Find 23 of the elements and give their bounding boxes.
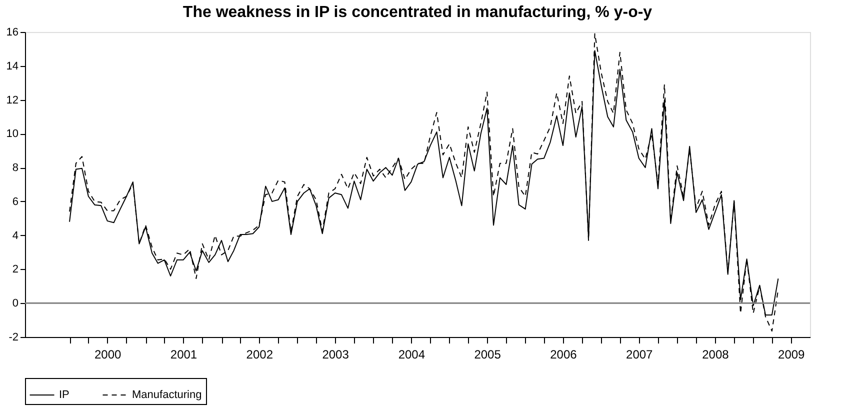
x-tick-label: 2003 — [322, 348, 350, 362]
x-tick-label: 2000 — [94, 348, 122, 362]
y-tick-label: 0 — [12, 298, 18, 310]
legend-label: IP — [59, 389, 70, 401]
x-tick-label: 2006 — [550, 348, 578, 362]
y-tick-label: 6 — [12, 196, 18, 208]
y-tick-label: -2 — [8, 332, 18, 344]
y-tick-label: 14 — [6, 60, 18, 72]
y-tick-label: 4 — [12, 230, 18, 242]
x-tick-label: 2008 — [702, 348, 730, 362]
y-tick-label: 8 — [12, 162, 18, 174]
chart-title: The weakness in IP is concentrated in manufacturing, % y-o-y — [182, 4, 652, 21]
y-tick-label: 2 — [12, 264, 18, 276]
x-tick-label: 2001 — [170, 348, 198, 362]
x-tick-label: 2004 — [398, 348, 426, 362]
legend-label: Manufacturing — [132, 389, 202, 401]
x-tick-label: 2005 — [474, 348, 502, 362]
y-tick-label: 10 — [6, 128, 18, 140]
x-tick-label: 2007 — [626, 348, 654, 362]
y-tick-label: 12 — [6, 94, 18, 106]
y-tick-label: 16 — [6, 26, 18, 38]
x-tick-label: 2009 — [778, 348, 806, 362]
x-tick-label: 2002 — [246, 348, 274, 362]
